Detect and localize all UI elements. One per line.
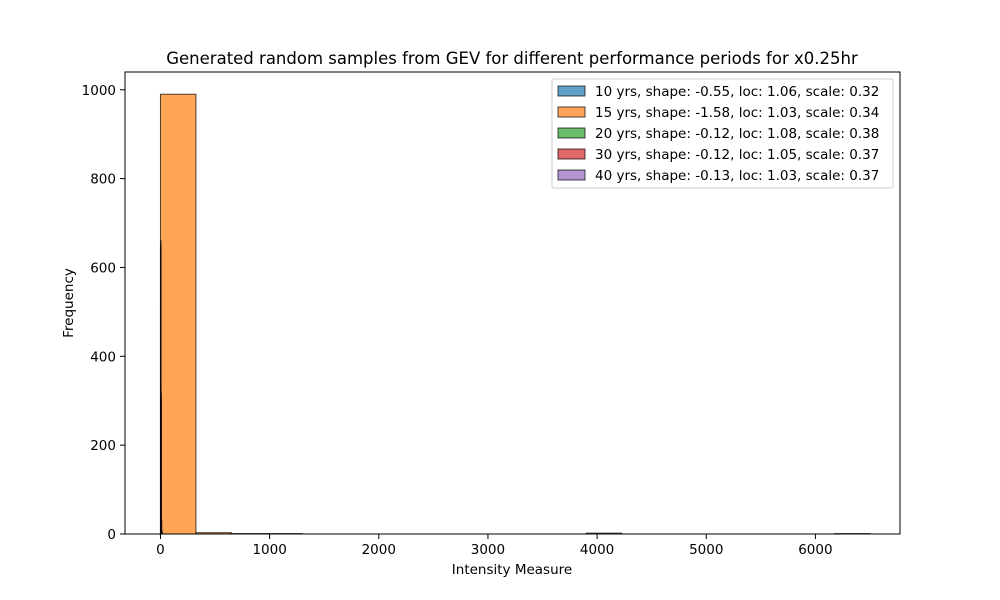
y-tick-label: 800: [90, 172, 116, 188]
y-axis: 0 200 400 600 800 1000: [82, 83, 125, 543]
histogram-bar: [159, 93, 197, 535]
x-tick-label: 0: [156, 542, 165, 558]
legend-label: 40 yrs, shape: -0.13, loc: 1.03, scale: …: [595, 168, 879, 184]
legend-label: 30 yrs, shape: -0.12, loc: 1.05, scale: …: [595, 147, 879, 163]
y-tick-label: 0: [107, 527, 116, 543]
legend-swatch: [557, 106, 586, 118]
x-axis: 0 1000 2000 3000 4000 5000 6000: [156, 534, 833, 558]
legend-label: 10 yrs, shape: -0.55, loc: 1.06, scale: …: [595, 84, 879, 100]
y-tick-label: 1000: [82, 83, 116, 99]
legend-label: 15 yrs, shape: -1.58, loc: 1.03, scale: …: [595, 105, 879, 121]
x-tick-label: 1000: [252, 542, 286, 558]
legend-swatch: [557, 169, 586, 181]
legend-box: [551, 78, 894, 189]
histogram-bar: [160, 395, 162, 535]
x-axis-label: Intensity Measure: [452, 562, 572, 578]
legend: 10 yrs, shape: -0.55, loc: 1.06, scale: …: [551, 78, 894, 189]
x-tick-label: 2000: [362, 542, 396, 558]
legend-label: 20 yrs, shape: -0.12, loc: 1.08, scale: …: [595, 126, 879, 142]
x-tick-label: 6000: [798, 542, 832, 558]
y-axis-label: Frequency: [61, 268, 77, 338]
x-tick-label: 4000: [580, 542, 614, 558]
legend-swatch: [557, 85, 586, 97]
y-tick-label: 200: [90, 438, 116, 454]
y-tick-label: 600: [90, 260, 116, 276]
legend-swatch: [557, 148, 586, 160]
x-tick-label: 3000: [471, 542, 505, 558]
chart-title: Generated random samples from GEV for di…: [166, 49, 858, 68]
y-tick-label: 400: [90, 349, 116, 365]
plot-frame: [124, 71, 901, 535]
x-tick-label: 5000: [689, 542, 723, 558]
legend-swatch: [557, 127, 586, 139]
series-5: [159, 244, 163, 535]
